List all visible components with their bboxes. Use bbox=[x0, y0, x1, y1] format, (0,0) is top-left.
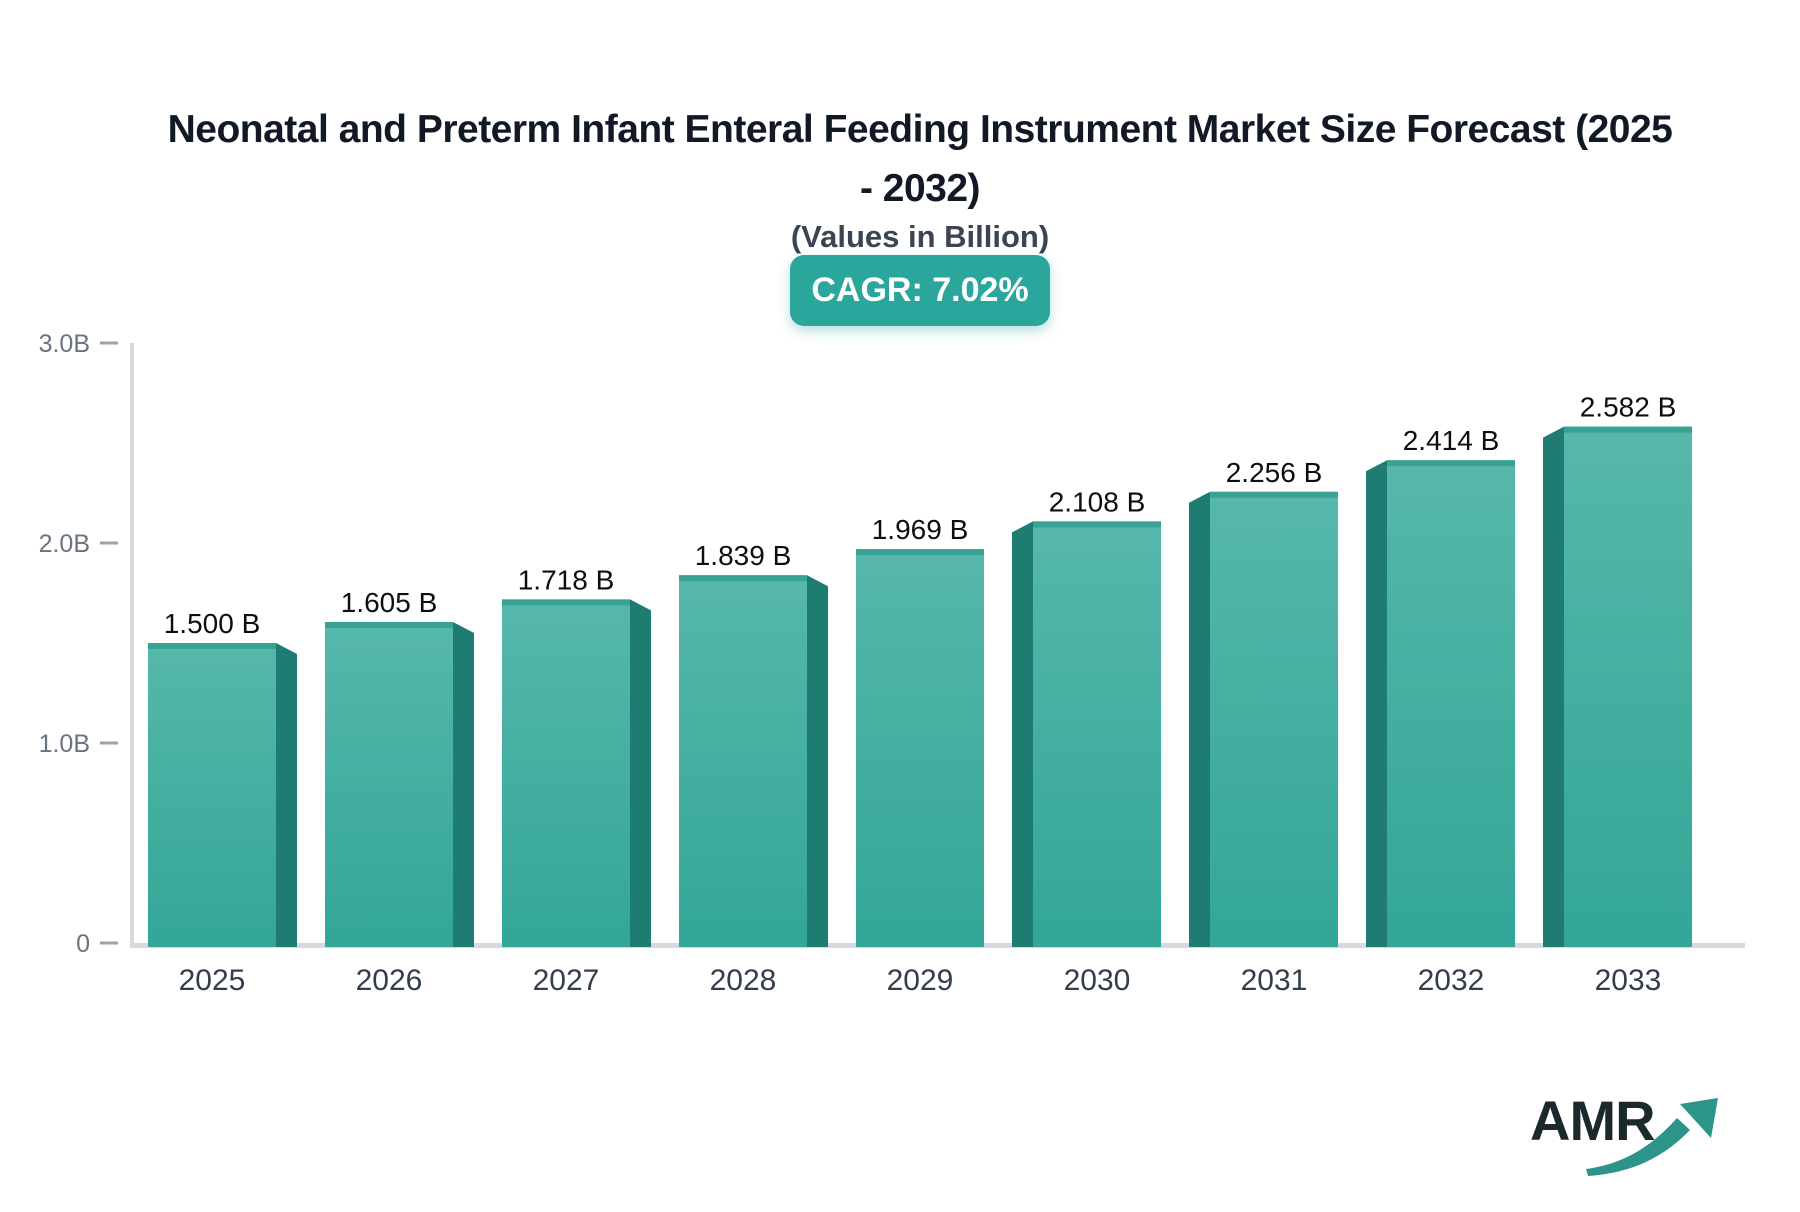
x-tick-label: 2029 bbox=[887, 964, 954, 997]
bar-value-label: 1.605 B bbox=[341, 587, 438, 618]
bar-front-face bbox=[1564, 426, 1692, 948]
page-title-line-2: - 2032) bbox=[859, 167, 981, 210]
bar-front-face bbox=[1210, 491, 1338, 947]
bar-front-face bbox=[1033, 521, 1161, 947]
bar-side-face bbox=[1012, 521, 1033, 947]
bar-top-face bbox=[1033, 521, 1161, 528]
bar-top-face bbox=[148, 643, 276, 649]
y-tick-label: 1.0B bbox=[39, 730, 90, 758]
bar-group: 2.582 B 2033 bbox=[1543, 392, 1692, 997]
x-tick-label: 2033 bbox=[1595, 964, 1662, 997]
bar-side-face bbox=[1189, 491, 1210, 947]
y-tick-label: 2.0B bbox=[39, 530, 90, 558]
bar-value-label: 1.839 B bbox=[695, 540, 792, 571]
x-tick-label: 2030 bbox=[1064, 964, 1131, 997]
x-tick-label: 2025 bbox=[179, 964, 246, 997]
bar-group: 1.605 B 2026 bbox=[325, 587, 474, 997]
y-axis-line bbox=[130, 343, 134, 948]
bar-group: 1.500 B 2025 bbox=[148, 608, 297, 997]
x-tick-label: 2032 bbox=[1418, 964, 1485, 997]
bar-front-face bbox=[148, 643, 276, 947]
bar-top-face bbox=[1387, 460, 1515, 467]
x-tick-label: 2026 bbox=[356, 964, 423, 997]
bar-side-face bbox=[1543, 426, 1564, 948]
growth-arrow-icon bbox=[1586, 1098, 1718, 1176]
bar-front-face bbox=[1387, 460, 1515, 947]
bar-value-label: 1.969 B bbox=[872, 514, 969, 545]
bar-top-face bbox=[1564, 426, 1692, 433]
bar-side-face bbox=[453, 622, 474, 947]
bar-side-face bbox=[807, 575, 828, 947]
bar-value-label: 1.718 B bbox=[518, 564, 615, 595]
logo-text: AMR bbox=[1530, 1089, 1656, 1152]
bar-front-face bbox=[502, 599, 630, 947]
x-tick-label: 2028 bbox=[710, 964, 777, 997]
bar-value-label: 2.256 B bbox=[1226, 457, 1323, 488]
bar-top-face bbox=[856, 549, 984, 556]
bar-top-face bbox=[325, 622, 453, 628]
cagr-badge: CAGR: 7.02% bbox=[790, 255, 1050, 326]
page-title-line-1: Neonatal and Preterm Infant Enteral Feed… bbox=[167, 108, 1673, 151]
x-tick-label: 2027 bbox=[533, 964, 600, 997]
bar-front-face bbox=[856, 549, 984, 947]
bar-value-label: 2.108 B bbox=[1049, 486, 1146, 517]
bar-value-label: 2.414 B bbox=[1403, 425, 1500, 456]
bar-group: 2.414 B 2032 bbox=[1366, 425, 1515, 997]
x-tick-label: 2031 bbox=[1241, 964, 1308, 997]
bar-group: 2.256 B 2031 bbox=[1189, 457, 1338, 997]
bar-side-face bbox=[276, 643, 297, 947]
amr-logo: AMR bbox=[1530, 1080, 1740, 1180]
bar-group: 1.969 B 2029 bbox=[856, 514, 984, 997]
bar-front-face bbox=[325, 622, 453, 947]
bar-group: 2.108 B 2030 bbox=[1012, 486, 1161, 997]
bar-top-face bbox=[679, 575, 807, 582]
bar-group: 1.718 B 2027 bbox=[502, 564, 651, 997]
page-title: Neonatal and Preterm Infant Enteral Feed… bbox=[0, 100, 1800, 218]
bar-top-face bbox=[502, 599, 630, 606]
bar-front-face bbox=[679, 575, 807, 947]
bar-value-label: 2.582 B bbox=[1580, 392, 1677, 423]
y-tick-label: 3.0B bbox=[39, 330, 90, 358]
bar-top-face bbox=[1210, 491, 1338, 498]
bar-value-label: 1.500 B bbox=[164, 608, 261, 639]
bar-side-face bbox=[1366, 460, 1387, 947]
bar-side-face bbox=[630, 599, 651, 947]
bar-group: 1.839 B 2028 bbox=[679, 540, 828, 997]
chart-subtitle: (Values in Billion) bbox=[790, 219, 1050, 254]
y-tick-label: 0 bbox=[76, 930, 90, 958]
